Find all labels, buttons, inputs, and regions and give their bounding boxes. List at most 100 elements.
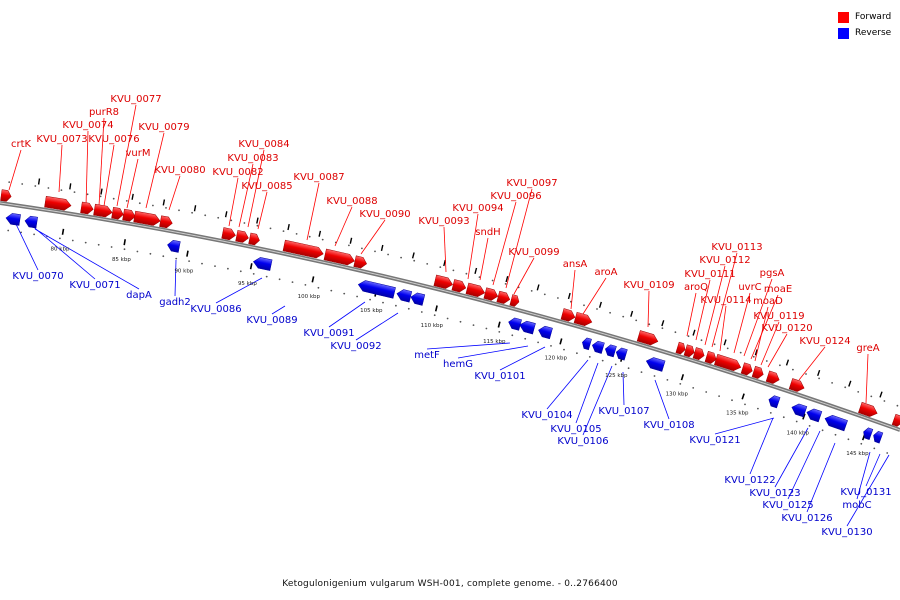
forward-arrow <box>323 248 355 266</box>
track-dot <box>269 227 272 230</box>
forward-arrow <box>483 287 499 301</box>
reverse-swatch <box>838 27 849 39</box>
forward-gene-block <box>248 232 260 246</box>
gene-blocks <box>0 189 900 444</box>
track-dot <box>465 272 468 275</box>
scale-tick <box>249 263 253 270</box>
forward-arrow <box>433 274 453 289</box>
forward-leader-line <box>85 130 89 207</box>
forward-gene-block <box>675 341 686 355</box>
track-dot <box>152 204 154 207</box>
forward-arrow <box>740 362 753 376</box>
forward-gene-label: KVU_0080 <box>154 165 205 176</box>
reverse-gene-block <box>615 347 628 361</box>
forward-gene-label: KVU_0074 <box>62 120 113 131</box>
forward-gene-label: KVU_0097 <box>506 178 557 189</box>
genome-caption: Ketogulonigenium vulgarum WSH-001, compl… <box>282 579 618 589</box>
reverse-gene-label: KVU_0104 <box>521 410 572 421</box>
track-dot <box>110 246 113 248</box>
track-dot <box>805 373 807 375</box>
track-dot <box>661 327 664 330</box>
track-dot <box>400 256 402 259</box>
reverse-leader-line <box>215 277 263 304</box>
track-dot <box>71 239 74 242</box>
track-dot <box>138 202 141 205</box>
reverse-gene-label: KVU_0131 <box>840 487 891 498</box>
forward-gene-block <box>122 208 136 222</box>
outer-tick <box>287 223 290 231</box>
forward-gene-block <box>683 344 695 358</box>
forward-gene-label: uvrC <box>738 282 761 293</box>
forward-gene-block <box>751 365 764 379</box>
forward-gene-label: KVU_0073 <box>36 134 87 145</box>
reverse-gene-block <box>396 289 413 303</box>
reverse-gene-block <box>873 430 884 444</box>
track-dot <box>374 250 376 253</box>
forward-gene-block <box>433 274 453 289</box>
reverse-gene-label: KVU_0121 <box>689 435 740 446</box>
track-dot <box>870 395 873 398</box>
track-dot <box>239 270 242 273</box>
reverse-leader-line <box>787 430 821 500</box>
scale-tick <box>497 321 501 328</box>
forward-arrow <box>858 401 878 417</box>
track-dot <box>883 400 886 402</box>
track-dot <box>123 248 126 251</box>
reverse-gene-block <box>863 427 874 441</box>
track-dot <box>252 273 255 275</box>
forward-gene-label: moaD <box>753 296 783 307</box>
outer-tick <box>256 217 259 224</box>
outer-tick <box>817 369 821 377</box>
track-dot <box>439 266 442 268</box>
reverse-gene-label: dapA <box>126 290 152 301</box>
scale-tick <box>559 338 563 345</box>
legend-forward: Forward <box>838 9 900 25</box>
track-dot <box>330 289 333 292</box>
forward-leader-line <box>743 278 773 357</box>
reverse-gene-label: KVU_0126 <box>781 513 832 524</box>
reverse-leader-line <box>34 228 140 290</box>
outer-tick <box>505 276 509 283</box>
track-dot <box>718 395 720 397</box>
track-dot <box>622 315 625 318</box>
forward-gene-label: KVU_0087 <box>293 172 344 183</box>
genome-backbone-highlight <box>0 202 900 431</box>
forward-gene-label: moaE <box>764 284 792 295</box>
track-dot <box>84 241 87 244</box>
track-dot <box>640 371 643 373</box>
forward-leader-line <box>754 306 769 362</box>
legend: Forward Reverse <box>838 9 900 41</box>
track-dot <box>834 433 837 436</box>
track-dot <box>86 193 89 196</box>
track-dot <box>576 352 578 355</box>
track-dot <box>459 320 462 323</box>
reverse-leader-line <box>654 379 670 420</box>
forward-gene-label: KVU_0111 <box>684 269 735 280</box>
forward-gene-label: crtK <box>11 139 32 150</box>
outer-tick <box>380 244 384 252</box>
outer-tick <box>879 391 883 398</box>
track-dot <box>821 429 824 432</box>
forward-gene-label: KVU_0119 <box>753 311 804 322</box>
forward-leader-line <box>116 104 137 207</box>
reverse-gene-block <box>5 213 21 226</box>
scale-label: 90 kbp <box>174 268 193 274</box>
forward-gene-block <box>111 206 124 220</box>
forward-gene-block <box>483 287 499 301</box>
scale-label: 115 kbp <box>483 339 506 345</box>
forward-gene-block <box>282 239 324 259</box>
track-dot <box>149 252 152 255</box>
forward-arrow <box>636 330 659 346</box>
reverse-leader-line <box>29 223 96 280</box>
track-dot <box>692 387 695 389</box>
forward-arrow <box>714 353 742 372</box>
track-dot <box>705 391 708 393</box>
outer-tick <box>474 267 478 274</box>
forward-gene-label: vurM <box>126 148 151 159</box>
scale-ticks <box>37 178 883 441</box>
forward-arrow <box>248 232 260 246</box>
forward-leader-line <box>750 294 779 360</box>
forward-leader-line <box>8 149 22 191</box>
reverse-leader-line <box>271 305 286 315</box>
track-dot <box>20 231 22 234</box>
